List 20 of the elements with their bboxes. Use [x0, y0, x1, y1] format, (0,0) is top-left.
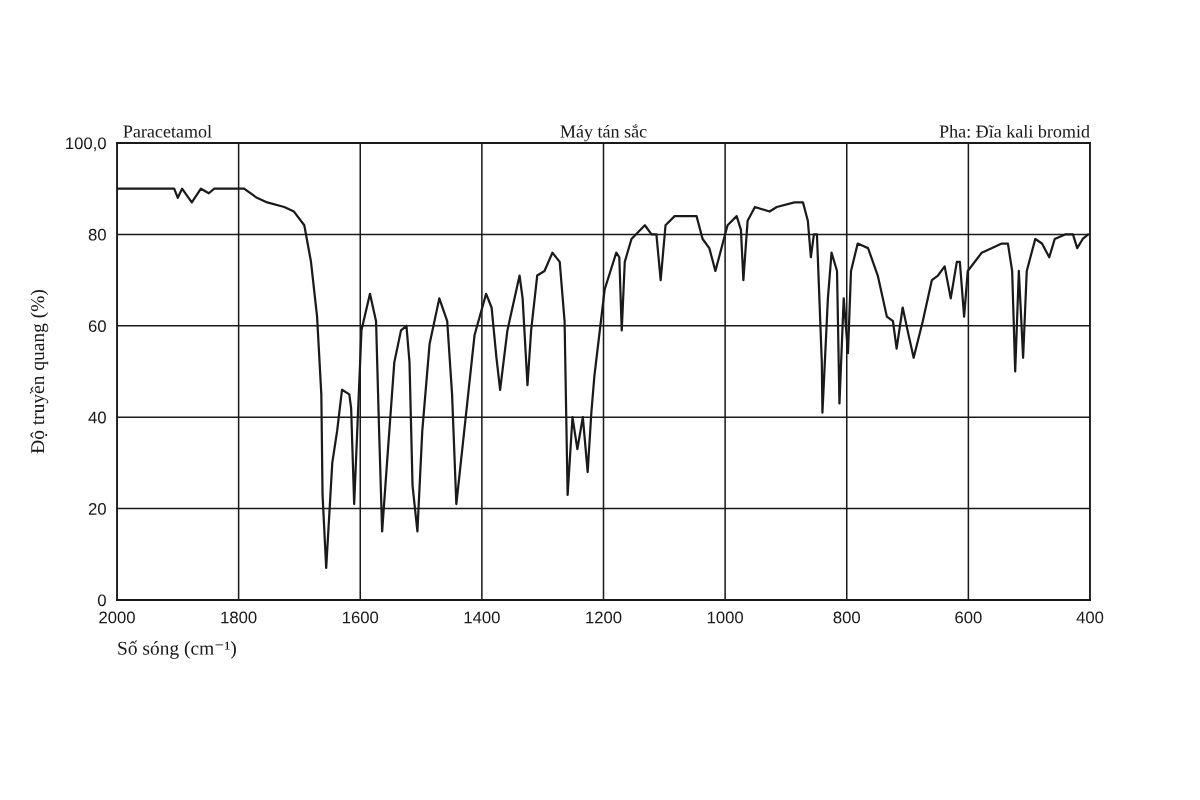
y-axis-title: Độ truyền quang (%)	[29, 290, 49, 454]
y-tick-label: 100,0	[66, 137, 106, 152]
x-tick-label: 800	[833, 611, 860, 624]
x-tick-label: 1800	[221, 611, 257, 624]
y-tick-label: 80	[88, 228, 106, 241]
x-tick-label: 2000	[99, 611, 135, 624]
x-axis-title: Số sóng (cm⁻¹)	[118, 640, 236, 659]
x-tick-label: 1600	[342, 611, 379, 624]
x-tick-label: 1200	[586, 611, 622, 624]
x-tick-label: 400	[1076, 611, 1104, 624]
text: Máy tán sắc	[560, 124, 647, 142]
y-tick-label: 40	[88, 411, 106, 424]
y-tick-label: 0	[97, 594, 106, 607]
x-tick-label: 1000	[707, 611, 744, 624]
x-tick-label: 1400	[464, 611, 500, 624]
y-tick-label: 60	[88, 320, 106, 332]
chart-title: Paracetamol	[123, 124, 212, 138]
text: Pha: Đĩa kali bromid	[939, 124, 1090, 138]
y-tick-label: 20	[88, 503, 106, 515]
x-tick-label: 600	[955, 611, 982, 624]
